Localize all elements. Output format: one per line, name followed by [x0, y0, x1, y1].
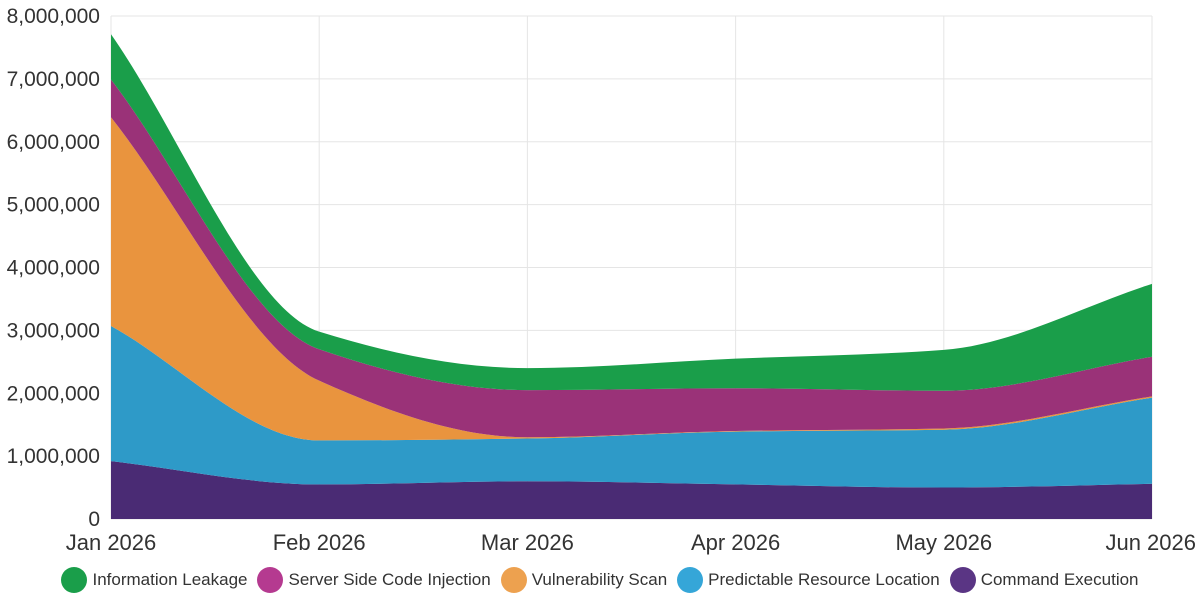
legend-swatch	[677, 567, 704, 593]
area-command-execution	[111, 461, 1152, 519]
y-tick-label: 5,000,000	[7, 194, 100, 217]
legend: Information Leakage Server Side Code Inj…	[0, 562, 1200, 598]
legend-item-command-execution[interactable]: Command Execution	[949, 567, 1139, 593]
legend-item-server-side-code-injection[interactable]: Server Side Code Injection	[257, 567, 491, 593]
legend-item-vulnerability-scan[interactable]: Vulnerability Scan	[500, 567, 668, 593]
legend-swatch	[949, 567, 976, 593]
x-tick-label: May 2026	[895, 530, 992, 555]
y-tick-label: 1,000,000	[7, 445, 100, 468]
x-axis: Jan 2026 Feb 2026 Mar 2026 Apr 2026 May 2026…	[66, 530, 1196, 555]
area-information-leakage	[111, 34, 1152, 391]
legend-label: Vulnerability Scan	[531, 570, 668, 589]
y-tick-label: 0	[88, 508, 100, 531]
y-tick-label: 6,000,000	[7, 131, 100, 154]
y-tick-label: 3,000,000	[7, 319, 100, 342]
y-tick-label: 7,000,000	[7, 68, 100, 91]
x-tick-label: Apr 2026	[691, 530, 780, 555]
legend-label: Server Side Code Injection	[288, 570, 491, 589]
legend-item-predictable-resource-location[interactable]: Predictable Resource Location	[677, 567, 940, 593]
y-tick-label: 8,000,000	[7, 5, 100, 28]
chart-canvas: 0 1,000,000 2,000,000 3,000,000 4,000,000 5,0…	[7, 5, 1196, 555]
y-tick-label: 2,000,000	[7, 382, 100, 405]
legend-swatch	[61, 567, 88, 593]
y-axis: 0 1,000,000 2,000,000 3,000,000 4,000,000 5,0…	[7, 5, 100, 531]
legend-swatch	[500, 567, 527, 593]
x-tick-label: Mar 2026	[481, 530, 574, 555]
legend-label: Command Execution	[980, 570, 1139, 589]
area-predictable-resource-location	[111, 325, 1152, 488]
series-areas	[111, 34, 1152, 519]
legend-label: Predictable Resource Location	[708, 570, 940, 589]
y-tick-label: 4,000,000	[7, 257, 100, 280]
x-tick-label: Jan 2026	[66, 530, 157, 555]
x-tick-label: Jun 2026	[1105, 530, 1196, 555]
legend-label: Information Leakage	[92, 570, 248, 589]
x-tick-label: Feb 2026	[273, 530, 366, 555]
area-server-side-code-injection	[111, 79, 1152, 438]
legend-swatch	[257, 567, 284, 593]
legend-item-information-leakage[interactable]: Information Leakage	[61, 567, 247, 593]
